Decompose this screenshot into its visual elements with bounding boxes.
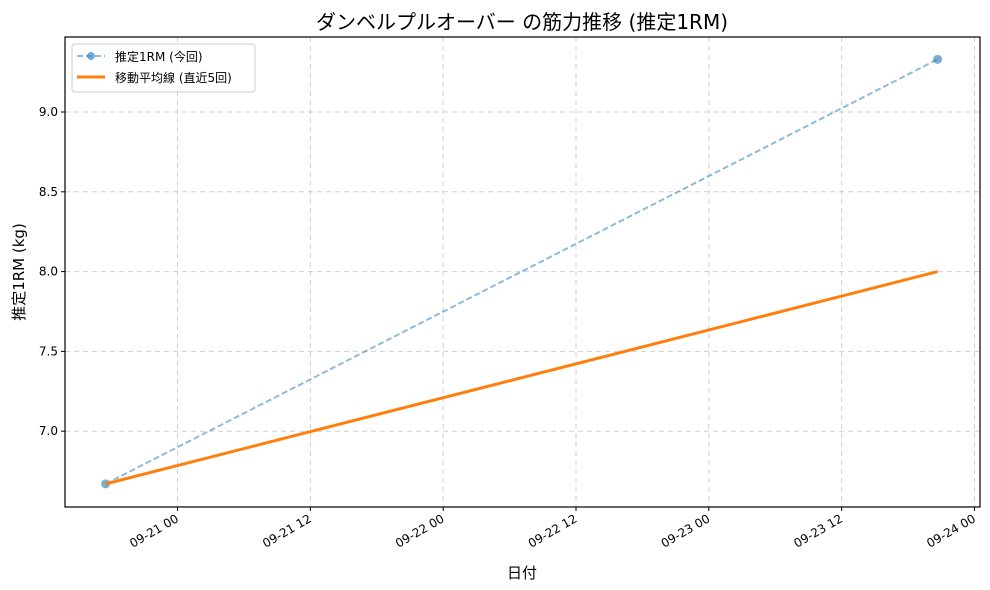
y-tick-label: 7.0 <box>39 424 58 438</box>
y-tick-label: 7.5 <box>39 344 58 358</box>
x-tick-label: 09-22 12 <box>526 511 580 550</box>
x-tick-label: 09-22 00 <box>393 511 447 550</box>
x-tick-label: 09-23 00 <box>659 511 713 550</box>
y-tick-label: 8.0 <box>39 265 58 279</box>
x-tick-label: 09-21 00 <box>127 511 181 550</box>
x-tick-label: 09-23 12 <box>791 511 845 550</box>
legend-label-estimated: 推定1RM (今回) <box>115 49 203 64</box>
x-tick-label: 09-24 00 <box>924 511 978 550</box>
x-tick-label: 09-21 12 <box>260 511 314 550</box>
series-layer <box>101 54 943 489</box>
legend: 推定1RM (今回) 移動平均線 (直近5回) <box>71 43 256 93</box>
legend-label-moving-average: 移動平均線 (直近5回) <box>115 70 232 85</box>
axis-ticks: 09-21 00 09-21 12 09-22 00 09-22 12 09-23 00… <box>39 105 978 551</box>
y-tick-label: 8.5 <box>39 185 58 199</box>
moving-average-line <box>105 270 938 486</box>
legend-box <box>71 43 256 93</box>
x-axis-label: 日付 <box>507 564 537 582</box>
y-tick-label: 9.0 <box>39 105 58 119</box>
grid <box>65 37 980 507</box>
chart-title: ダンベルプルオーバー の筋力推移 (推定1RM) <box>316 10 728 34</box>
estimated-1rm-line <box>105 58 939 485</box>
estimated-1rm-point <box>933 54 943 64</box>
legend-marker-estimated <box>87 52 95 60</box>
y-axis-label: 推定1RM (kg) <box>10 223 28 321</box>
